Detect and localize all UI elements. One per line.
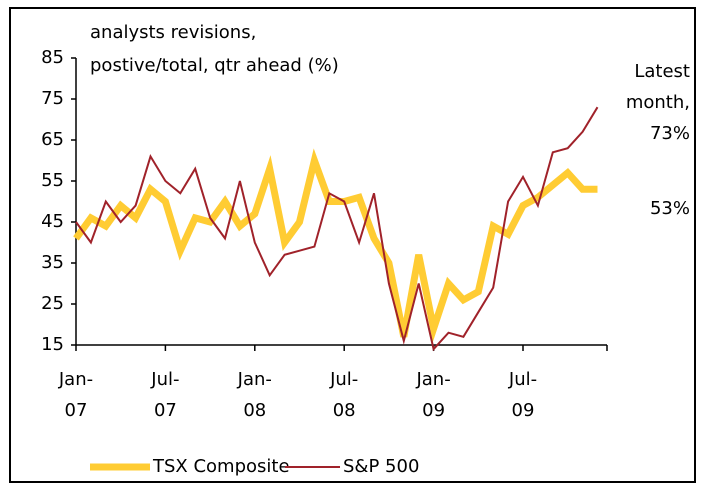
series-line <box>75 106 599 352</box>
x-tick-label: Jan-07 <box>58 369 93 421</box>
x-tick-label: Jul-07 <box>150 369 179 421</box>
x-tick-label: Jul-09 <box>508 369 537 421</box>
y-tick-label: 15 <box>41 334 64 355</box>
series-line <box>73 148 598 343</box>
x-tick-label: Jan-09 <box>415 369 450 421</box>
y-tick-label: 75 <box>41 88 64 109</box>
chart-title: analysts revisions, postive/total, qtr ah… <box>90 22 339 76</box>
y-tick-label: 35 <box>41 252 64 273</box>
legend-label: TSX Composite <box>152 456 290 477</box>
y-tick-label: 85 <box>41 47 64 68</box>
y-tick-label: 25 <box>41 293 64 314</box>
legend-label: S&P 500 <box>343 456 419 477</box>
y-tick-label: 65 <box>41 129 64 150</box>
y-tick-label: 55 <box>41 170 64 191</box>
y-tick-label: 45 <box>41 211 64 232</box>
annotation: 53% <box>650 198 690 219</box>
frame <box>9 7 696 483</box>
annotation: Latest month, 73% <box>626 61 690 144</box>
x-tick-label: Jul-08 <box>329 369 358 421</box>
x-tick-label: Jan-08 <box>237 369 272 421</box>
